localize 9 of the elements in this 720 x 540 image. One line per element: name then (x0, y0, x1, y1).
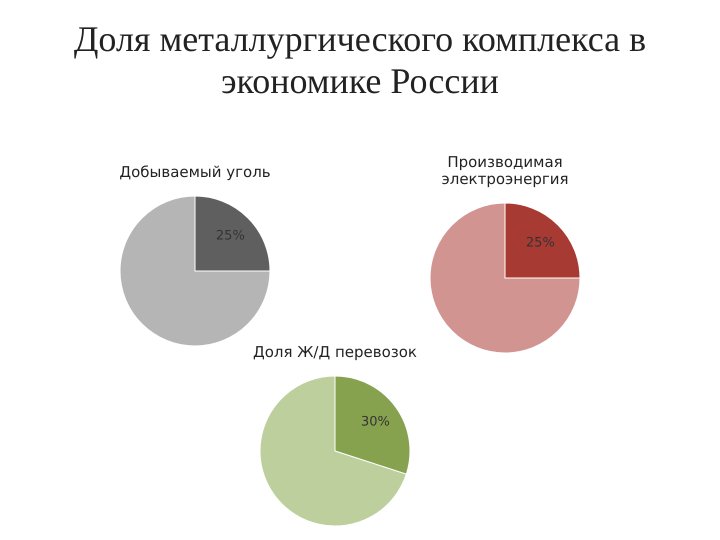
pie-slice (430, 202, 580, 354)
pie-slice (260, 376, 407, 526)
data-label: 25% (526, 236, 555, 251)
chart-title: Доля Ж/Д перевозок (253, 343, 417, 361)
text: Доля металлургического комплекса в экономике России (72, 18, 648, 102)
data-label: 30% (361, 414, 390, 430)
chart-title: Добываемый уголь (119, 163, 271, 181)
pie-slice (120, 196, 270, 346)
chart-title: Производимая электроэнергия (442, 153, 568, 188)
